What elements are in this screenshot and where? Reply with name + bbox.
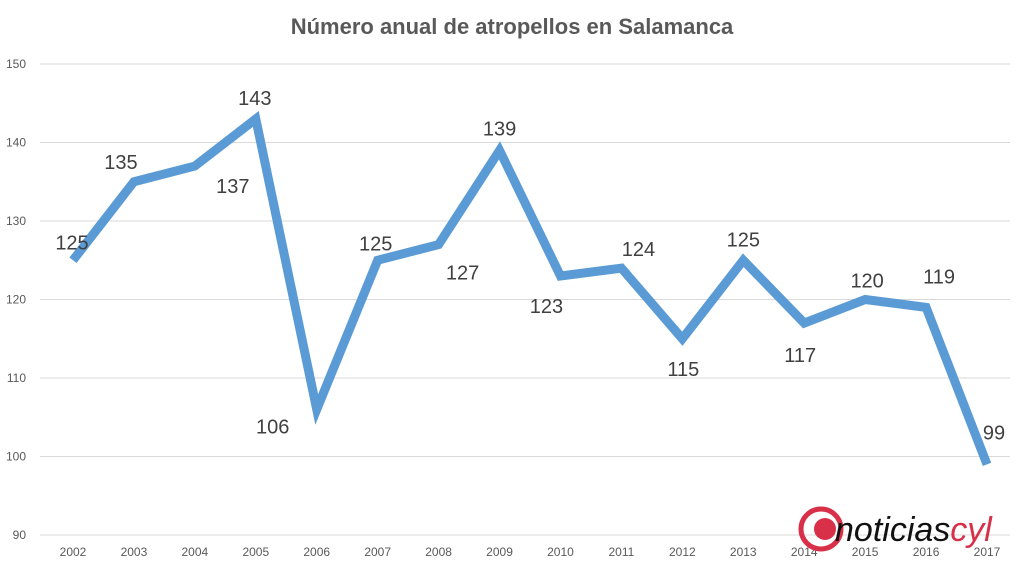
y-tick-label: 140 bbox=[6, 136, 26, 150]
data-label: 117 bbox=[784, 345, 816, 367]
data-label: 124 bbox=[622, 239, 655, 261]
x-tick-label: 2017 bbox=[974, 545, 1001, 559]
data-label: 137 bbox=[216, 176, 249, 198]
series-line bbox=[69, 110, 992, 466]
y-tick-label: 150 bbox=[6, 57, 26, 71]
x-tick-label: 2004 bbox=[182, 545, 209, 559]
x-tick-label: 2015 bbox=[852, 545, 879, 559]
chart-title: Número anual de atropellos en Salamanca bbox=[290, 14, 734, 39]
data-label: 125 bbox=[727, 229, 760, 251]
data-label: 139 bbox=[483, 118, 516, 140]
x-tick-label: 2009 bbox=[486, 545, 513, 559]
data-label: 127 bbox=[446, 263, 479, 285]
y-tick-label: 130 bbox=[6, 214, 26, 228]
data-label: 119 bbox=[923, 266, 955, 288]
y-tick-label: 100 bbox=[6, 450, 26, 464]
x-tick-label: 2012 bbox=[669, 545, 696, 559]
y-tick-label: 90 bbox=[13, 528, 27, 542]
data-label: 125 bbox=[359, 233, 392, 255]
x-tick-label: 2016 bbox=[913, 545, 940, 559]
x-tick-label: 2005 bbox=[242, 545, 269, 559]
data-label: 135 bbox=[104, 152, 137, 174]
x-tick-label: 2008 bbox=[425, 545, 452, 559]
y-tick-label: 110 bbox=[7, 371, 26, 385]
data-label: 106 bbox=[256, 416, 289, 438]
data-label: 115 bbox=[667, 359, 699, 381]
data-label: 123 bbox=[530, 296, 563, 318]
x-tick-label: 2003 bbox=[121, 545, 148, 559]
data-label: 143 bbox=[238, 88, 271, 110]
x-tick-label: 2002 bbox=[60, 545, 87, 559]
x-tick-label: 2007 bbox=[364, 545, 391, 559]
data-label: 125 bbox=[55, 232, 88, 254]
noticiascyl-logo: noticiascyl bbox=[795, 505, 1024, 555]
svg-text:noticiascyl: noticiascyl bbox=[835, 511, 993, 549]
y-tick-label: 120 bbox=[6, 293, 26, 307]
x-tick-label: 2010 bbox=[547, 545, 574, 559]
data-label: 99 bbox=[983, 422, 1005, 444]
x-tick-label: 2011 bbox=[608, 545, 634, 559]
x-tick-label: 2006 bbox=[303, 545, 330, 559]
data-label: 120 bbox=[850, 271, 883, 293]
x-tick-label: 2013 bbox=[730, 545, 757, 559]
